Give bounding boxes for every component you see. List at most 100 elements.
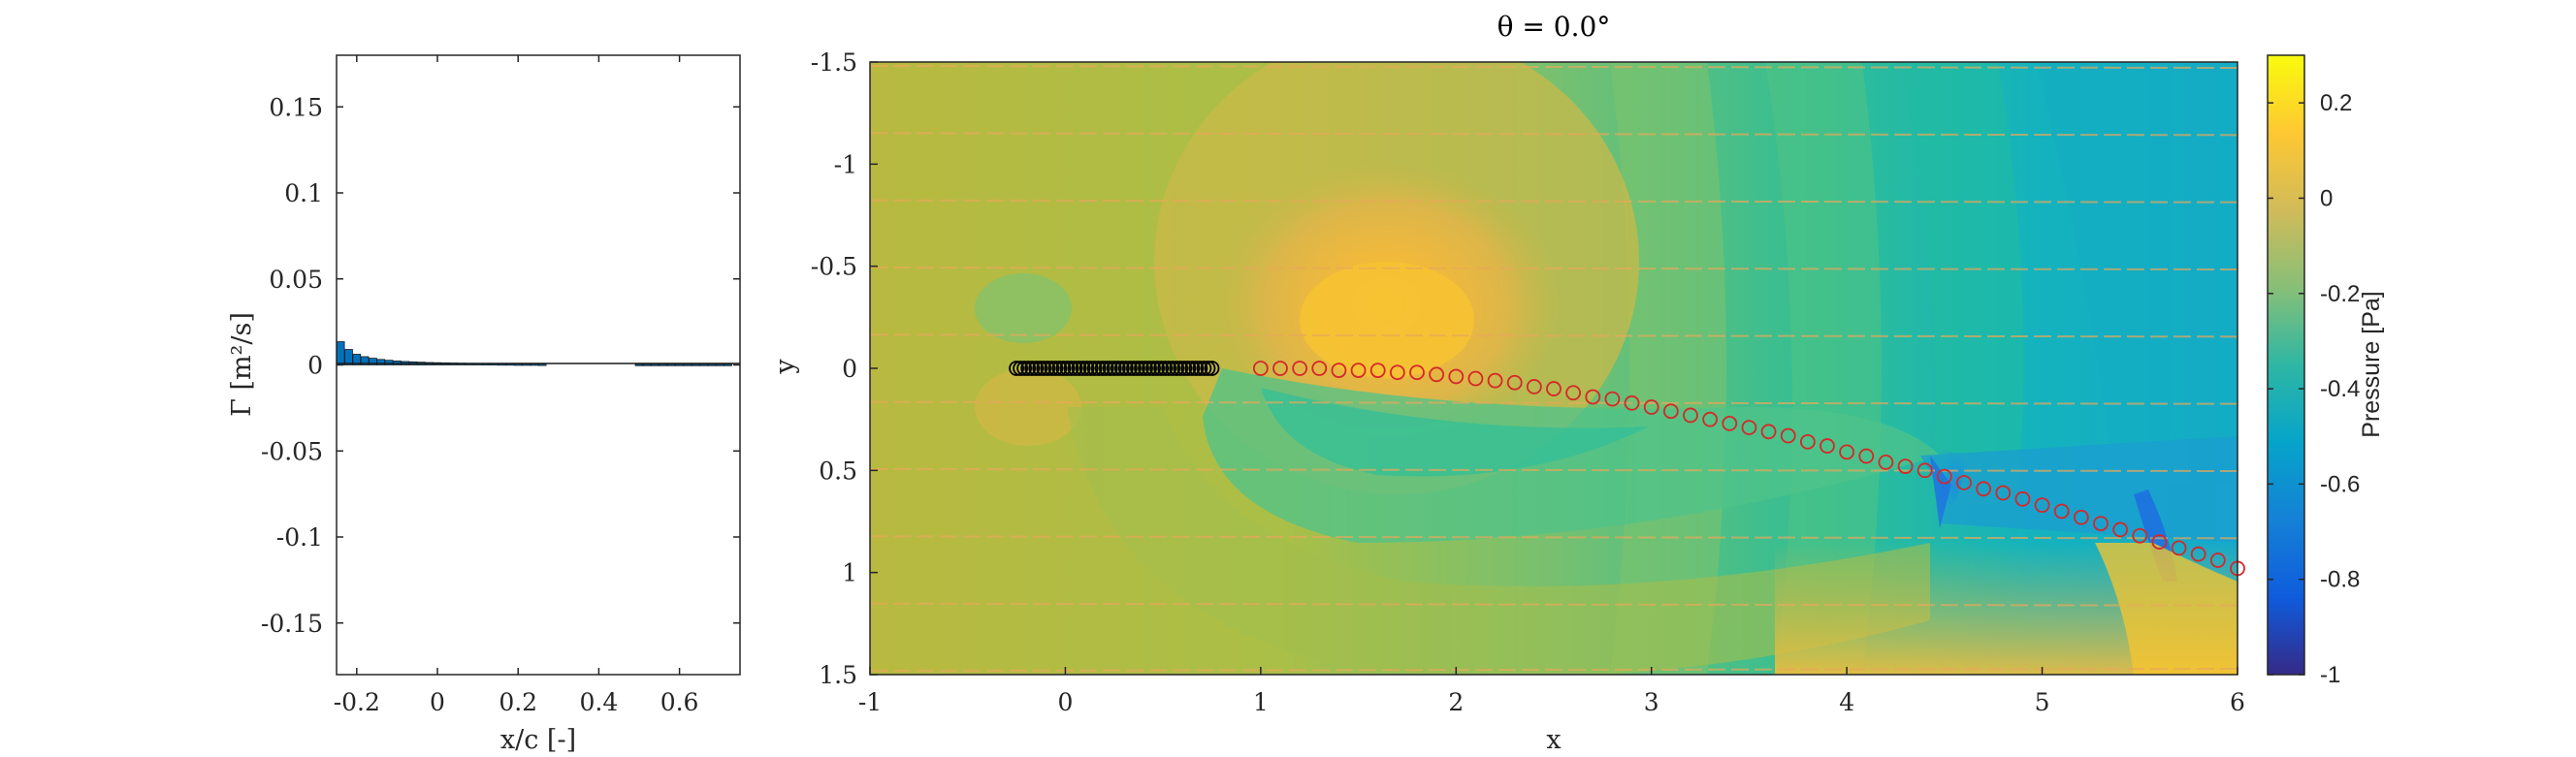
field-xtick-label: 0 bbox=[1057, 688, 1073, 716]
wake-vortex-points bbox=[1252, 361, 2245, 577]
wake-point bbox=[1331, 363, 1347, 379]
circulation-bar bbox=[691, 363, 700, 366]
wake-point bbox=[1546, 381, 1562, 396]
wake-point bbox=[1839, 444, 1855, 460]
circulation-bar bbox=[659, 363, 668, 366]
plate-point bbox=[1165, 361, 1181, 376]
colorbar-gradient bbox=[2267, 54, 2305, 676]
wake-point bbox=[1624, 394, 1640, 411]
plate-point bbox=[1169, 361, 1185, 376]
wake-point bbox=[2034, 497, 2050, 514]
plate-point bbox=[1028, 361, 1045, 376]
plate-point bbox=[1036, 361, 1052, 376]
wake-point bbox=[1585, 389, 1601, 405]
field-ytick-label: -1.5 bbox=[811, 48, 857, 77]
wake-point bbox=[1429, 366, 1445, 383]
field-xtick-label: 2 bbox=[1448, 688, 1464, 716]
left-xtick-label: 0.4 bbox=[580, 688, 619, 716]
left-ytick-label: -0.05 bbox=[261, 437, 323, 465]
colorbar-tick-label: -1 bbox=[2320, 662, 2340, 688]
circulation-bar bbox=[666, 363, 676, 366]
circulation-bar bbox=[352, 354, 362, 365]
plate-point bbox=[1110, 361, 1126, 376]
wake-point bbox=[1272, 361, 1288, 376]
field-xlabel: x bbox=[1546, 725, 1561, 755]
plate-point bbox=[1184, 361, 1201, 376]
wake-point bbox=[1311, 361, 1328, 376]
field-ylabel: y bbox=[770, 359, 800, 375]
circulation-bar bbox=[675, 363, 684, 366]
wake-point bbox=[1526, 379, 1542, 394]
wake-point bbox=[1565, 385, 1582, 401]
wake-point bbox=[1683, 407, 1698, 424]
wake-point bbox=[1897, 458, 1914, 475]
wake-point bbox=[1741, 420, 1757, 435]
wake-point bbox=[1252, 361, 1269, 376]
circulation-bar-plot: -0.2 0 0.2 0.4 0.6 0.15 0.1 0.05 0 -0.05 -0.1 -0.1… bbox=[227, 54, 741, 755]
left-ylabel: Γ [m²/s] bbox=[227, 312, 257, 417]
wake-point bbox=[1722, 415, 1738, 431]
plate-point bbox=[1153, 361, 1170, 376]
circulation-bar bbox=[537, 363, 547, 366]
wake-point bbox=[1799, 433, 1816, 450]
plate-point bbox=[1138, 361, 1153, 376]
plate-point bbox=[1044, 361, 1060, 376]
wake-point bbox=[2073, 509, 2089, 525]
plate-point bbox=[1075, 361, 1091, 376]
plate-point bbox=[1086, 361, 1103, 376]
wake-point bbox=[1369, 363, 1386, 379]
plate-point bbox=[1188, 361, 1205, 376]
plate-point bbox=[1149, 361, 1165, 376]
circulation-bar bbox=[724, 363, 732, 366]
wake-point bbox=[2093, 516, 2109, 532]
plate-point bbox=[1122, 361, 1138, 376]
plate-point bbox=[1161, 361, 1177, 376]
left-ytick-label: 0.1 bbox=[284, 179, 323, 207]
wake-point bbox=[1760, 424, 1777, 440]
field-ytick-label: -1 bbox=[834, 150, 857, 178]
left-ytick-label: -0.1 bbox=[276, 523, 323, 552]
plate-point bbox=[1196, 361, 1212, 376]
plate-point bbox=[1082, 361, 1099, 376]
circulation-bar bbox=[344, 349, 353, 365]
wake-point bbox=[1292, 361, 1308, 376]
left-ytick-label: 0.05 bbox=[269, 266, 323, 294]
plate-point bbox=[1059, 361, 1076, 376]
left-xtick-label: 0 bbox=[430, 688, 445, 716]
plate-point bbox=[1079, 361, 1095, 376]
plate-point bbox=[1094, 361, 1111, 376]
plate-point bbox=[1192, 361, 1208, 376]
colorbar-tick-label: -0.8 bbox=[2320, 567, 2360, 593]
plate-point bbox=[1020, 361, 1037, 376]
left-xtick-label: 0.6 bbox=[660, 688, 699, 716]
field-ytick-label: 1.5 bbox=[819, 661, 857, 689]
plate-point bbox=[1098, 361, 1114, 376]
wake-point bbox=[1448, 368, 1465, 385]
plate-point bbox=[1016, 361, 1033, 376]
wake-point bbox=[1702, 411, 1719, 427]
velocity-vector-row bbox=[870, 535, 2238, 540]
wake-point bbox=[2132, 527, 2148, 544]
plate-point bbox=[1024, 361, 1041, 376]
plate-point bbox=[1134, 361, 1149, 376]
left-xlabel: x/c [-] bbox=[500, 725, 576, 755]
velocity-vector-row bbox=[870, 668, 2238, 672]
plate-point bbox=[1055, 361, 1072, 376]
wake-point bbox=[1643, 399, 1659, 415]
field-ytick-label: 0 bbox=[842, 355, 857, 383]
plate-vortex-points bbox=[1009, 361, 1220, 376]
wake-point bbox=[1976, 481, 1992, 497]
plate-point bbox=[1106, 361, 1122, 376]
plate-point bbox=[1102, 361, 1118, 376]
plate-point bbox=[1051, 361, 1068, 376]
wake-point bbox=[1604, 391, 1621, 407]
plate-point bbox=[1071, 361, 1087, 376]
colorbar-tick-label: -0.6 bbox=[2320, 471, 2360, 497]
wake-point bbox=[1956, 475, 1972, 490]
wake-point bbox=[1350, 363, 1367, 379]
field-xtick-label: 6 bbox=[2230, 688, 2245, 716]
plate-point bbox=[1113, 361, 1130, 376]
field-xtick-label: -1 bbox=[858, 688, 882, 716]
plate-point bbox=[1180, 361, 1197, 376]
circulation-bar bbox=[642, 363, 652, 366]
